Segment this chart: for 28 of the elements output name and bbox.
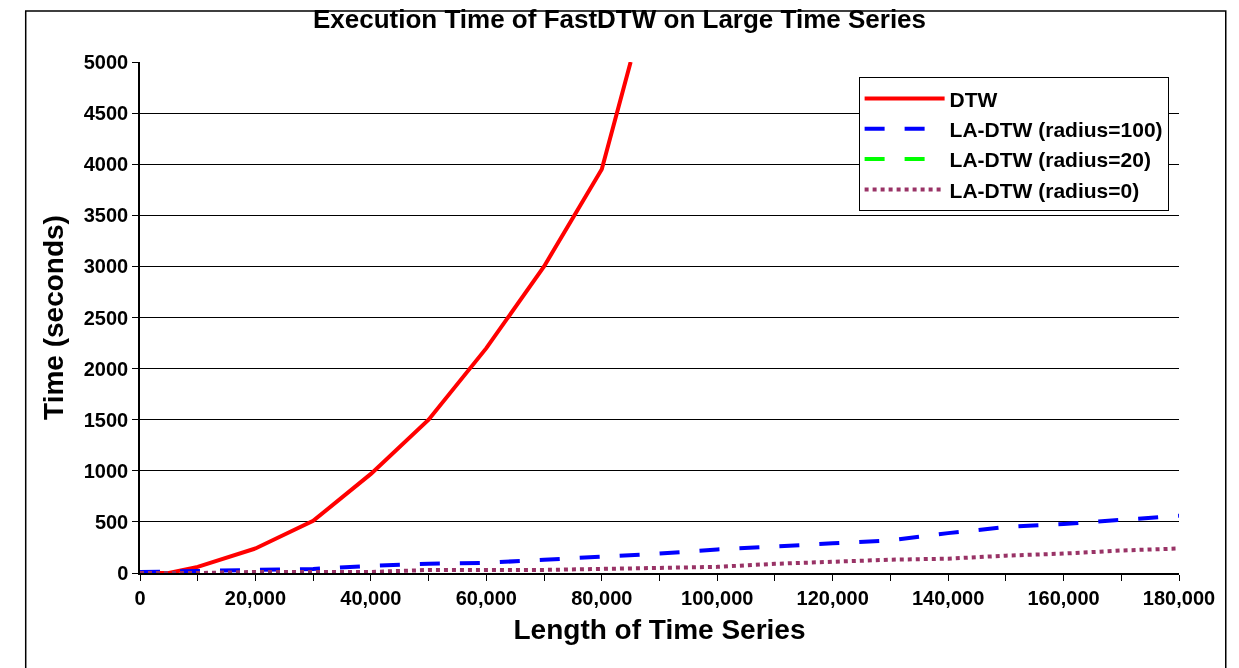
- x-tick-label: 20,000: [224, 586, 287, 609]
- x-tick-label: 60,000: [455, 586, 517, 609]
- x-tick-label: 180,000: [1142, 586, 1216, 609]
- legend-label: LA-DTW (radius=20): [949, 148, 1151, 172]
- y-tick-label: 3500: [83, 204, 129, 227]
- x-axis-title: Length of Time Series: [513, 614, 806, 646]
- x-tick-label: 0: [134, 586, 146, 609]
- legend-label: DTW: [949, 87, 998, 111]
- x-tick-label: 140,000: [911, 586, 985, 609]
- x-tick-label: 40,000: [340, 586, 402, 609]
- legend-label: LA-DTW (radius=100): [949, 117, 1163, 141]
- y-tick-label: 3000: [83, 255, 129, 278]
- y-axis-title: Time (seconds): [37, 215, 69, 420]
- y-tick-label: 1500: [83, 408, 129, 431]
- y-tick-label: 2000: [83, 357, 129, 380]
- y-tick-label: 5000: [83, 51, 129, 73]
- y-tick-label: 0: [117, 562, 129, 584]
- x-tick-label: 80,000: [571, 586, 633, 609]
- x-tick-label: 100,000: [681, 586, 754, 609]
- y-tick-label: 4500: [83, 102, 129, 125]
- chart-title: Execution Time of FastDTW on Large Time Series: [312, 4, 927, 35]
- legend-label: LA-DTW (radius=0): [949, 178, 1140, 202]
- x-tick-label: 160,000: [1027, 586, 1100, 609]
- y-tick-label: 2500: [83, 306, 129, 329]
- y-tick-label: 500: [94, 510, 129, 533]
- y-tick-label: 4000: [83, 153, 129, 176]
- x-tick-label: 120,000: [796, 586, 869, 609]
- y-tick-label: 1000: [83, 459, 129, 482]
